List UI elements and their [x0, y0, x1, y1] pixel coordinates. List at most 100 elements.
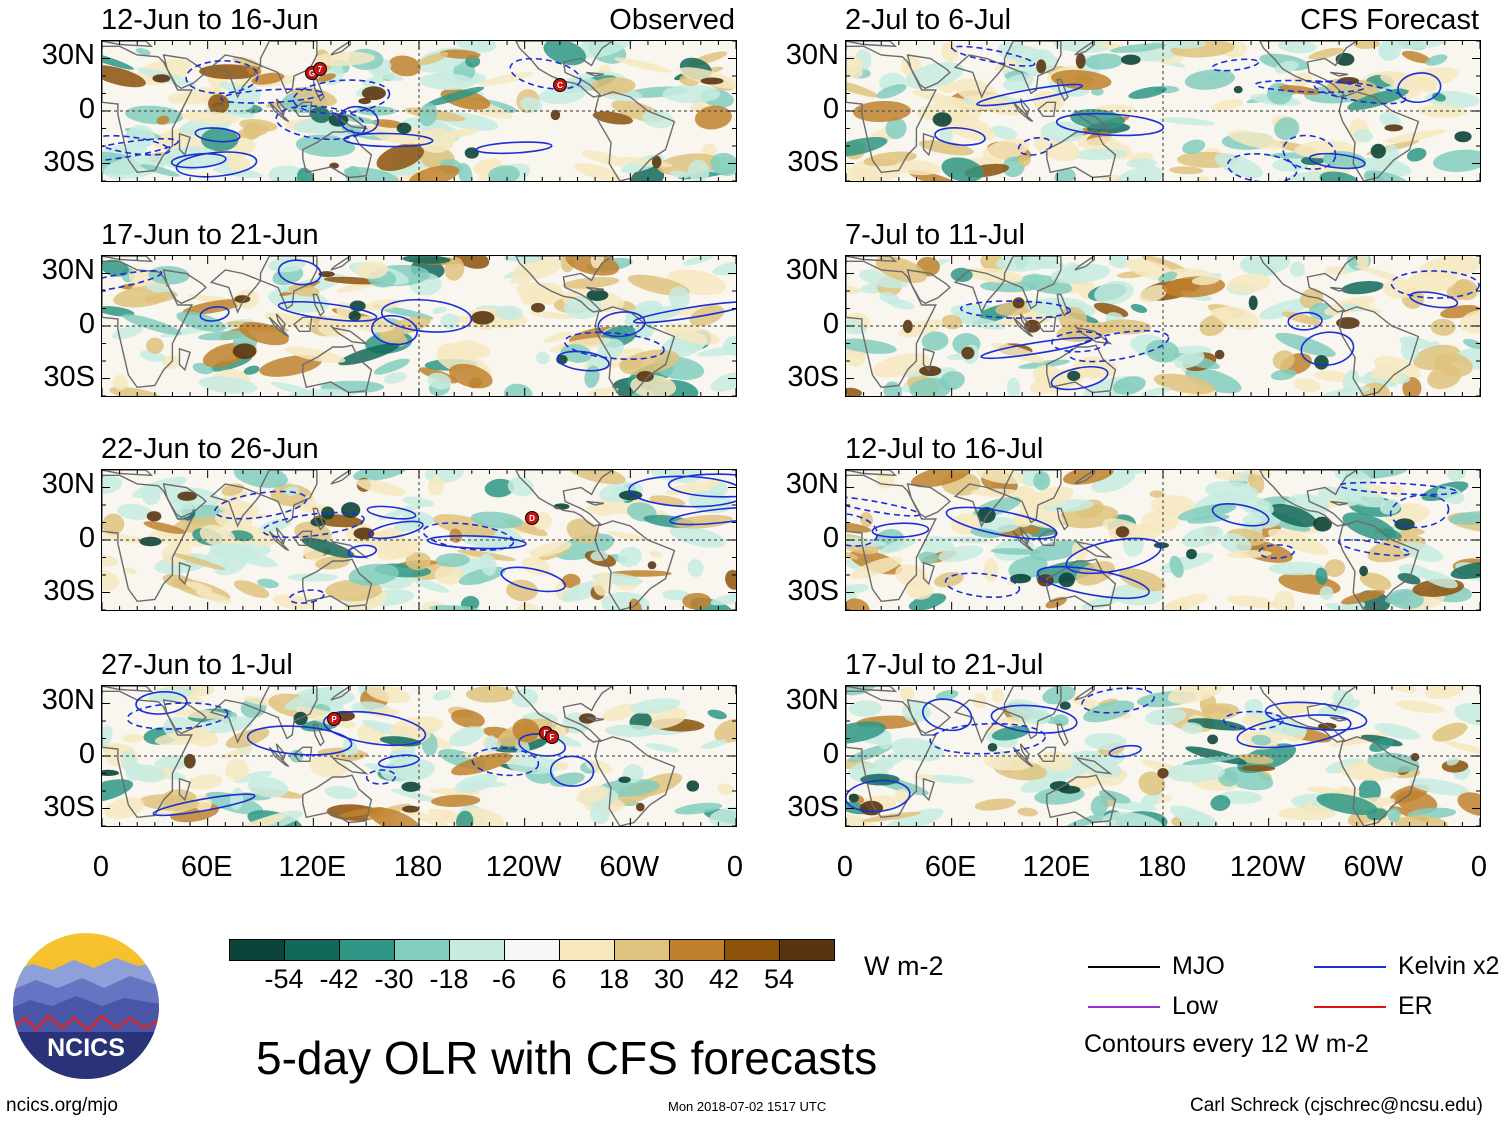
y-tick-label: 30N — [785, 39, 839, 71]
colorbar-tick-label: 18 — [598, 964, 630, 994]
y-tick-label: 30N — [785, 684, 839, 716]
x-tick-label: 180 — [393, 851, 443, 883]
panel-date-label: 17-Jun to 21-Jun — [101, 219, 319, 251]
colorbar-swatch — [394, 939, 450, 961]
footer-credit: Carl Schreck (cjschrec@ncsu.edu) — [1190, 1095, 1483, 1116]
colorbar-swatch — [229, 939, 285, 961]
legend-swatch — [1314, 1006, 1386, 1008]
colorbar-swatch — [449, 939, 505, 961]
panel-date-label: 12-Jun to 16-Jun — [101, 4, 319, 36]
legend-swatch — [1088, 966, 1160, 968]
panel-date-label: 17-Jul to 21-Jul — [845, 649, 1044, 681]
y-tick-label: 0 — [78, 738, 95, 770]
olr-map-panel: D — [101, 469, 737, 611]
colorbar-tick-label: -6 — [491, 964, 516, 994]
x-tick-label: 0 — [1470, 851, 1488, 883]
storm-letter: D — [529, 514, 535, 523]
y-tick-label: 0 — [78, 308, 95, 340]
x-tick-label: 120W — [485, 851, 562, 883]
storm-letter: F — [550, 733, 555, 742]
olr-map-panel — [101, 255, 737, 397]
x-tick-label: 0 — [836, 851, 854, 883]
colorbar-tick-label: -18 — [429, 964, 469, 994]
colorbar-swatch — [614, 939, 670, 961]
y-tick-label: 0 — [822, 522, 839, 554]
colorbar-swatch — [559, 939, 615, 961]
panel-date-label: 2-Jul to 6-Jul — [845, 4, 1012, 36]
legend-label: Kelvin x2 — [1398, 952, 1500, 980]
olr-map-panel: PEF — [101, 685, 737, 827]
panel-date-label: 7-Jul to 11-Jul — [845, 219, 1025, 251]
y-tick-label: 30S — [787, 575, 839, 607]
y-tick-label: 0 — [822, 93, 839, 125]
y-tick-label: 30S — [43, 791, 95, 823]
y-tick-label: 0 — [822, 308, 839, 340]
y-tick-label: 0 — [78, 93, 95, 125]
olr-map-panel — [845, 469, 1481, 611]
x-tick-label: 120E — [1022, 851, 1091, 883]
legend-label: MJO — [1172, 952, 1225, 980]
olr-map-panel — [845, 255, 1481, 397]
contour-note: Contours every 12 W m-2 — [1084, 1030, 1369, 1058]
storm-letter: C — [557, 81, 563, 90]
olr-map-panel — [845, 685, 1481, 827]
colorbar-swatch — [284, 939, 340, 961]
x-tick-label: 120W — [1229, 851, 1306, 883]
x-tick-label: 60E — [180, 851, 233, 883]
colorbar-tick-label: 54 — [763, 964, 795, 994]
x-tick-label: 60E — [924, 851, 977, 883]
colorbar-swatch — [779, 939, 835, 961]
panel-source-tag: CFS Forecast — [1300, 4, 1479, 36]
ncics-logo: NCICS — [12, 932, 160, 1080]
logo-text: NCICS — [47, 1034, 125, 1062]
footer-timestamp: Mon 2018-07-02 1517 UTC — [668, 1099, 827, 1114]
panel-date-label: 22-Jun to 26-Jun — [101, 433, 319, 465]
colorbar-swatch — [669, 939, 725, 961]
panel-source-tag: Observed — [609, 4, 735, 36]
olr-map-panel — [845, 40, 1481, 182]
x-tick-label: 0 — [726, 851, 744, 883]
y-tick-label: 30N — [41, 254, 95, 286]
x-tick-label: 60W — [599, 851, 660, 883]
y-tick-label: 0 — [822, 738, 839, 770]
y-tick-label: 30S — [787, 361, 839, 393]
colorbar-tick-label: 6 — [551, 964, 567, 994]
legend-label: ER — [1398, 992, 1433, 1020]
storm-letter: G — [309, 69, 315, 78]
legend-label: Low — [1172, 992, 1218, 1020]
legend-swatch — [1088, 1006, 1160, 1008]
x-tick-label: 120E — [278, 851, 347, 883]
panel-date-label: 12-Jul to 16-Jul — [845, 433, 1044, 465]
colorbar-tick-label: -54 — [264, 964, 304, 994]
colorbar-swatch — [724, 939, 780, 961]
storm-letter: 7 — [318, 65, 323, 74]
footer-url[interactable]: ncics.org/mjo — [6, 1095, 118, 1116]
colorbar-tick-label: -42 — [319, 964, 359, 994]
y-tick-label: 0 — [78, 522, 95, 554]
storm-marker: C — [553, 78, 567, 92]
y-tick-label: 30N — [785, 254, 839, 286]
colorbar-units: W m-2 — [864, 951, 944, 981]
x-tick-label: 0 — [92, 851, 110, 883]
y-tick-label: 30S — [43, 575, 95, 607]
chart-title: 5-day OLR with CFS forecasts — [256, 1032, 878, 1084]
colorbar-tick-label: 30 — [653, 964, 685, 994]
y-tick-label: 30S — [43, 361, 95, 393]
y-tick-label: 30N — [41, 684, 95, 716]
x-tick-label: 60W — [1343, 851, 1404, 883]
panel-date-label: 27-Jun to 1-Jul — [101, 649, 293, 681]
y-tick-label: 30N — [785, 468, 839, 500]
y-tick-label: 30S — [43, 146, 95, 178]
x-tick-label: 180 — [1137, 851, 1187, 883]
storm-marker: 7 — [313, 62, 327, 76]
y-tick-label: 30S — [787, 146, 839, 178]
storm-marker: D — [525, 511, 539, 525]
y-tick-label: 30S — [787, 791, 839, 823]
colorbar-tick-label: 42 — [708, 964, 740, 994]
colorbar-swatch — [504, 939, 560, 961]
legend-swatch — [1314, 966, 1386, 968]
y-tick-label: 30N — [41, 468, 95, 500]
storm-marker: F — [545, 730, 559, 744]
storm-letter: P — [331, 715, 337, 724]
